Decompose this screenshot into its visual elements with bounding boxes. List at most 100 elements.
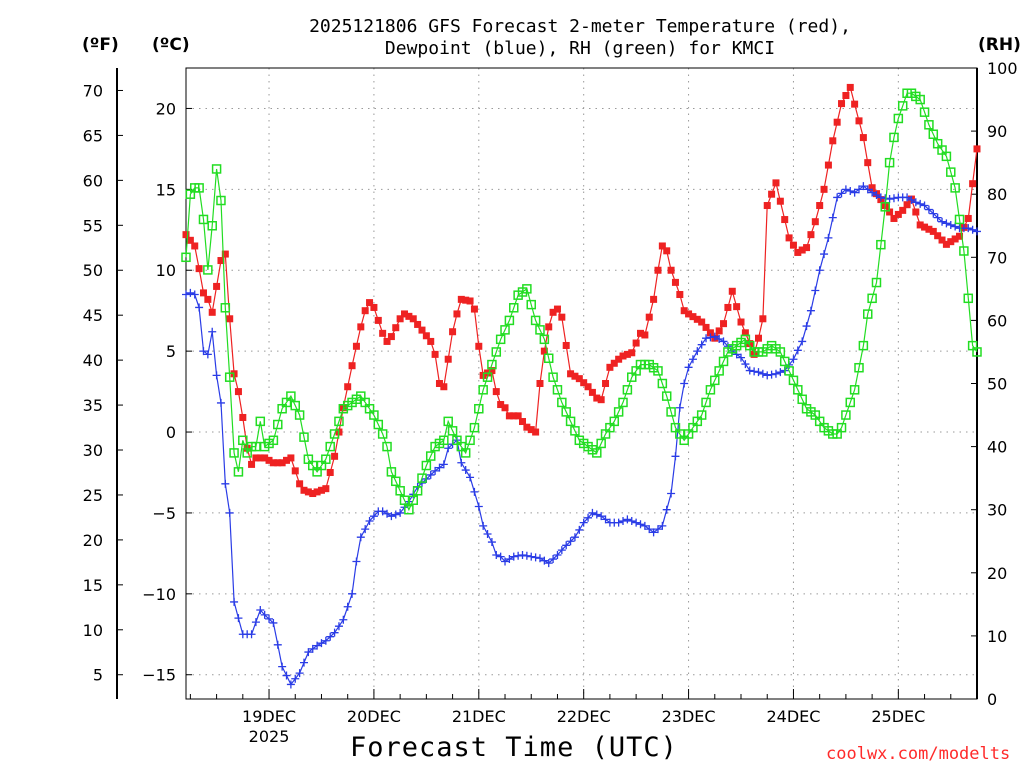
temperature-point (519, 418, 527, 426)
dewpoint-point (903, 193, 912, 202)
dewpoint-point (929, 209, 938, 218)
rh-tick-label: 20 (987, 564, 1007, 583)
rh-point (229, 448, 239, 458)
dewpoint-point (920, 201, 929, 210)
rh-point (557, 397, 567, 408)
dewpoint-point (291, 674, 300, 683)
rh-point (334, 416, 344, 427)
temperature-point (435, 380, 443, 387)
temperature-point (623, 350, 631, 358)
rh-point (893, 113, 904, 124)
dewpoint-point (256, 606, 265, 615)
temperature-point (379, 329, 387, 337)
dewpoint-point (671, 452, 680, 461)
temperature-point (811, 218, 819, 226)
dewpoint-point (186, 288, 195, 297)
dewpoint-point (195, 303, 204, 312)
rh-point (880, 202, 890, 212)
rh-point (854, 362, 864, 373)
dewpoint-point (601, 515, 610, 524)
dewpoint-point (737, 353, 746, 362)
rh-tick-label: 30 (987, 501, 1007, 520)
celsius-tick-label: 15 (156, 180, 176, 199)
temperature-point (833, 118, 841, 126)
temperature-point (370, 303, 378, 311)
temperature-point (698, 318, 706, 326)
dewpoint-point (706, 333, 715, 342)
rh-point (412, 486, 423, 496)
temperature-point (671, 278, 679, 286)
temperature-point (414, 320, 422, 328)
temperature-point (191, 242, 199, 250)
dewpoint-point (745, 366, 754, 375)
rh-point (220, 303, 231, 313)
dewpoint-point (632, 518, 641, 527)
dewpoint-point (710, 332, 719, 341)
series-line-dewpoint (185, 185, 978, 686)
rh-point (203, 265, 213, 275)
temperature-point (776, 197, 784, 205)
rh-tick-label: 70 (987, 248, 1007, 267)
dewpoint-point (680, 379, 689, 388)
rh-point (963, 293, 974, 304)
celsius-tick-label: −10 (142, 585, 176, 604)
temperature-point (619, 352, 627, 360)
temperature-point (213, 282, 221, 290)
dewpoint-point (793, 346, 802, 355)
dewpoint-point (321, 636, 330, 645)
rh-point (491, 347, 502, 357)
dewpoint-point (623, 515, 632, 524)
rh-point (666, 407, 676, 417)
temperature-point (759, 315, 767, 323)
rh-point (443, 416, 453, 427)
temperature-point (798, 246, 806, 254)
dewpoint-point (225, 508, 234, 517)
rh-point (325, 441, 335, 452)
temperature-point (602, 380, 610, 387)
rh-point (784, 366, 794, 376)
temperature-point (680, 307, 688, 315)
temperature-point (505, 412, 513, 420)
dewpoint-point (627, 517, 636, 526)
temperature-point (597, 396, 605, 404)
temperature-point (352, 342, 360, 350)
dewpoint-point (378, 507, 387, 516)
dewpoint-point (295, 669, 304, 678)
temperature-point (934, 232, 942, 240)
dewpoint-point (334, 622, 343, 631)
temperature-point (685, 310, 693, 318)
temperature-point (501, 404, 509, 412)
temperature-point (536, 380, 544, 387)
rh-point (478, 385, 488, 395)
temperature-point (278, 459, 286, 467)
temperature-point (186, 236, 194, 244)
dewpoint-point (697, 340, 706, 349)
dewpoint-point (514, 551, 523, 560)
source-credit[interactable]: coolwx.com/modelts (826, 744, 1011, 764)
rh-point (504, 315, 515, 326)
dewpoint-point (269, 618, 278, 627)
dewpoint-point (234, 614, 243, 623)
x-tick-label: 24DEC (766, 707, 820, 726)
temperature-point (409, 315, 417, 323)
dewpoint-point (461, 466, 470, 475)
dewpoint-point (466, 473, 475, 482)
dewpoint-point (653, 525, 662, 534)
temperature-point (453, 310, 461, 318)
rh-point (377, 429, 388, 439)
dewpoint-point (308, 644, 317, 653)
temperature-point (313, 488, 321, 496)
dewpoint-point (326, 632, 335, 641)
rh-point (570, 426, 580, 436)
celsius-axis-unit: (ºC) (152, 35, 190, 55)
dewpoint-point (667, 489, 676, 498)
dewpoint-point (802, 322, 811, 331)
temperature-point (859, 134, 867, 142)
rh-point (552, 385, 563, 395)
temperature-point (785, 234, 793, 242)
series-temperature (182, 83, 981, 498)
temperature-point (615, 355, 623, 363)
temperature-point (514, 412, 522, 420)
temperature-point (300, 486, 308, 494)
